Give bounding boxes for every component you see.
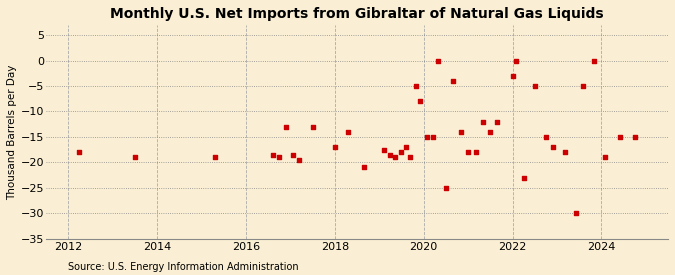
Point	[570, 211, 581, 216]
Point	[541, 135, 551, 139]
Point	[511, 58, 522, 63]
Point	[529, 84, 540, 88]
Point	[507, 74, 518, 78]
Point	[615, 135, 626, 139]
Point	[343, 130, 354, 134]
Point	[491, 119, 502, 124]
Point	[267, 153, 278, 157]
Point	[130, 155, 140, 160]
Point	[422, 135, 433, 139]
Point	[385, 153, 396, 157]
Point	[589, 58, 599, 63]
Point	[455, 130, 466, 134]
Point	[462, 150, 473, 154]
Point	[389, 155, 400, 160]
Point	[470, 150, 481, 154]
Point	[427, 135, 438, 139]
Point	[518, 175, 529, 180]
Point	[396, 150, 407, 154]
Title: Monthly U.S. Net Imports from Gibraltar of Natural Gas Liquids: Monthly U.S. Net Imports from Gibraltar …	[110, 7, 604, 21]
Point	[307, 125, 318, 129]
Point	[358, 165, 369, 170]
Point	[548, 145, 559, 149]
Point	[74, 150, 85, 154]
Point	[405, 155, 416, 160]
Point	[599, 155, 610, 160]
Point	[410, 84, 421, 88]
Point	[287, 153, 298, 157]
Point	[448, 79, 459, 83]
Point	[294, 158, 304, 162]
Point	[485, 130, 495, 134]
Point	[400, 145, 411, 149]
Point	[378, 147, 389, 152]
Point	[433, 58, 443, 63]
Point	[209, 155, 220, 160]
Point	[281, 125, 292, 129]
Point	[629, 135, 640, 139]
Point	[274, 155, 285, 160]
Y-axis label: Thousand Barrels per Day: Thousand Barrels per Day	[7, 64, 17, 200]
Point	[559, 150, 570, 154]
Point	[441, 186, 452, 190]
Text: Source: U.S. Energy Information Administration: Source: U.S. Energy Information Administ…	[68, 262, 298, 272]
Point	[414, 99, 425, 103]
Point	[329, 145, 340, 149]
Point	[477, 119, 488, 124]
Point	[577, 84, 588, 88]
